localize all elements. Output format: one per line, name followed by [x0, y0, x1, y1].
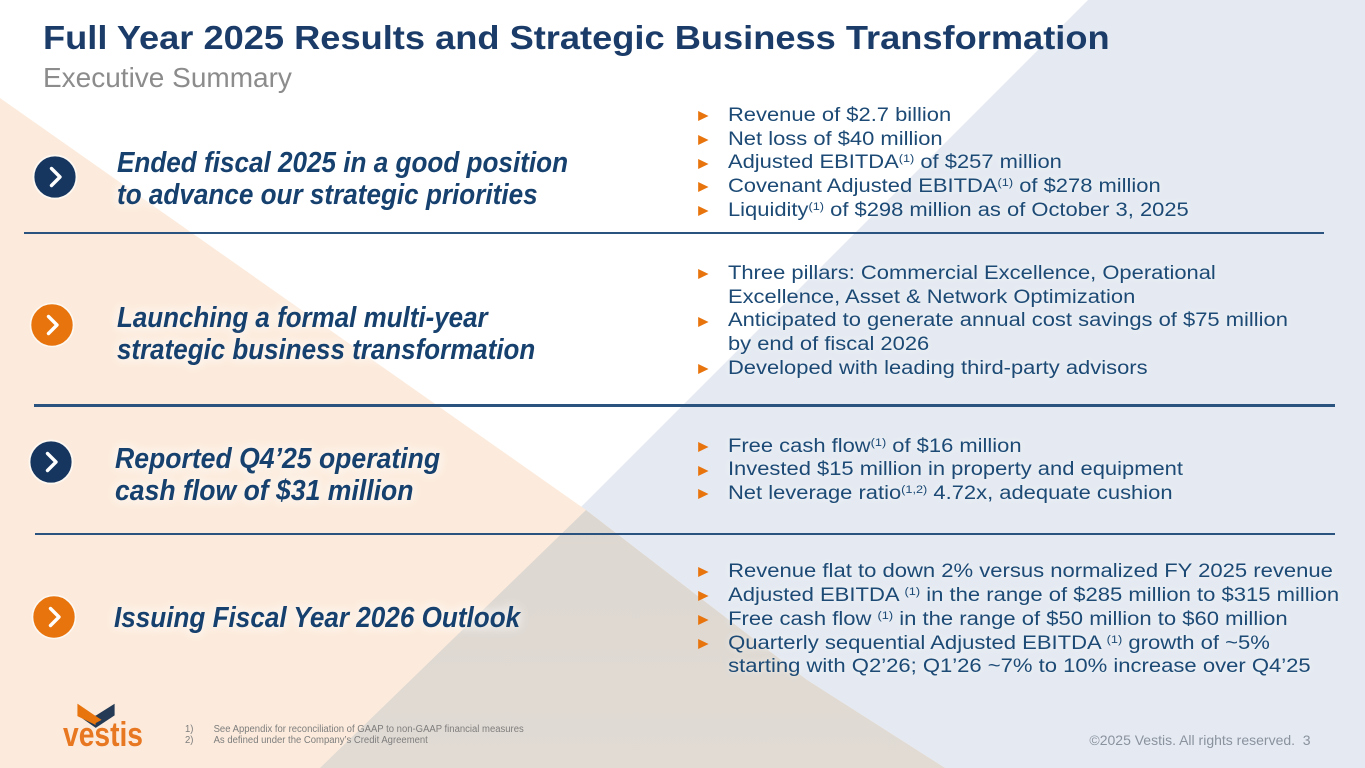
svg-text:vestis: vestis [63, 716, 143, 754]
